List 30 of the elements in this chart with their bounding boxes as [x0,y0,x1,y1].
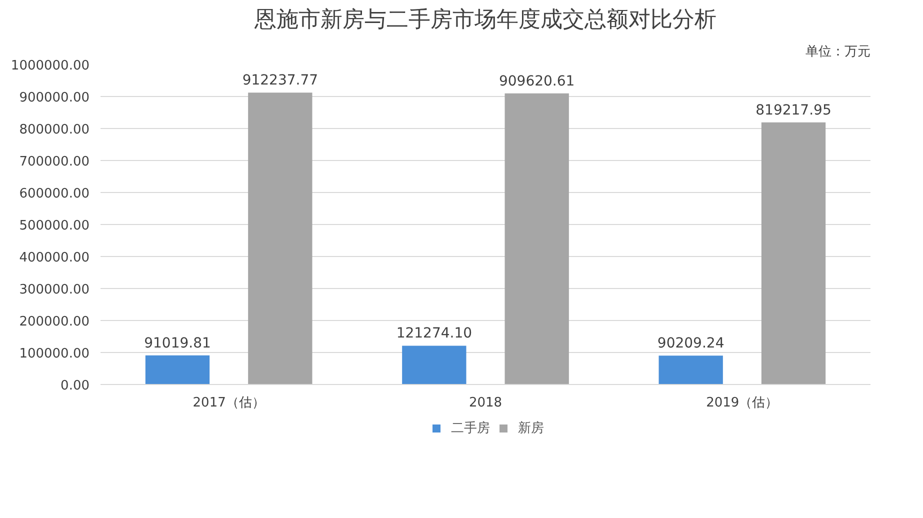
data-label: 121274.10 [396,326,472,342]
bar [145,355,210,384]
bar [402,346,466,384]
y-tick-label: 800000.00 [19,122,90,138]
data-label: 912237.77 [242,72,318,89]
y-tick-label: 1000000.00 [10,58,90,74]
chart-title: 恩施市新房与二手房市场年度成交总额对比分析 [254,8,716,32]
data-label: 90209.24 [657,336,724,352]
y-tick-label: 300000.00 [19,282,90,298]
y-tick-label: 500000.00 [19,218,90,234]
x-tick-label: 2018 [468,396,502,410]
y-tick-label: 0.00 [60,378,90,394]
data-label: 909620.61 [498,73,575,90]
y-tick-label: 400000.00 [19,250,90,266]
y-tick-label: 900000.00 [19,90,90,106]
data-label: 91019.81 [144,335,211,352]
bar [504,93,569,384]
legend-label: 新房 [518,420,544,437]
text: 单位：万元 [806,44,870,60]
bar [658,356,723,384]
x-tick-label: 2017（估） [192,396,265,410]
y-tick-label: 100000.00 [19,346,90,362]
legend-label: 二手房 [451,420,490,437]
bar [761,122,826,384]
x-tick-label: 2019（估） [706,396,778,410]
bar [248,92,312,384]
y-tick-label: 700000.00 [19,154,90,170]
y-tick-label: 600000.00 [19,186,90,202]
data-label: 819217.95 [756,102,832,118]
y-tick-label: 200000.00 [19,314,90,330]
